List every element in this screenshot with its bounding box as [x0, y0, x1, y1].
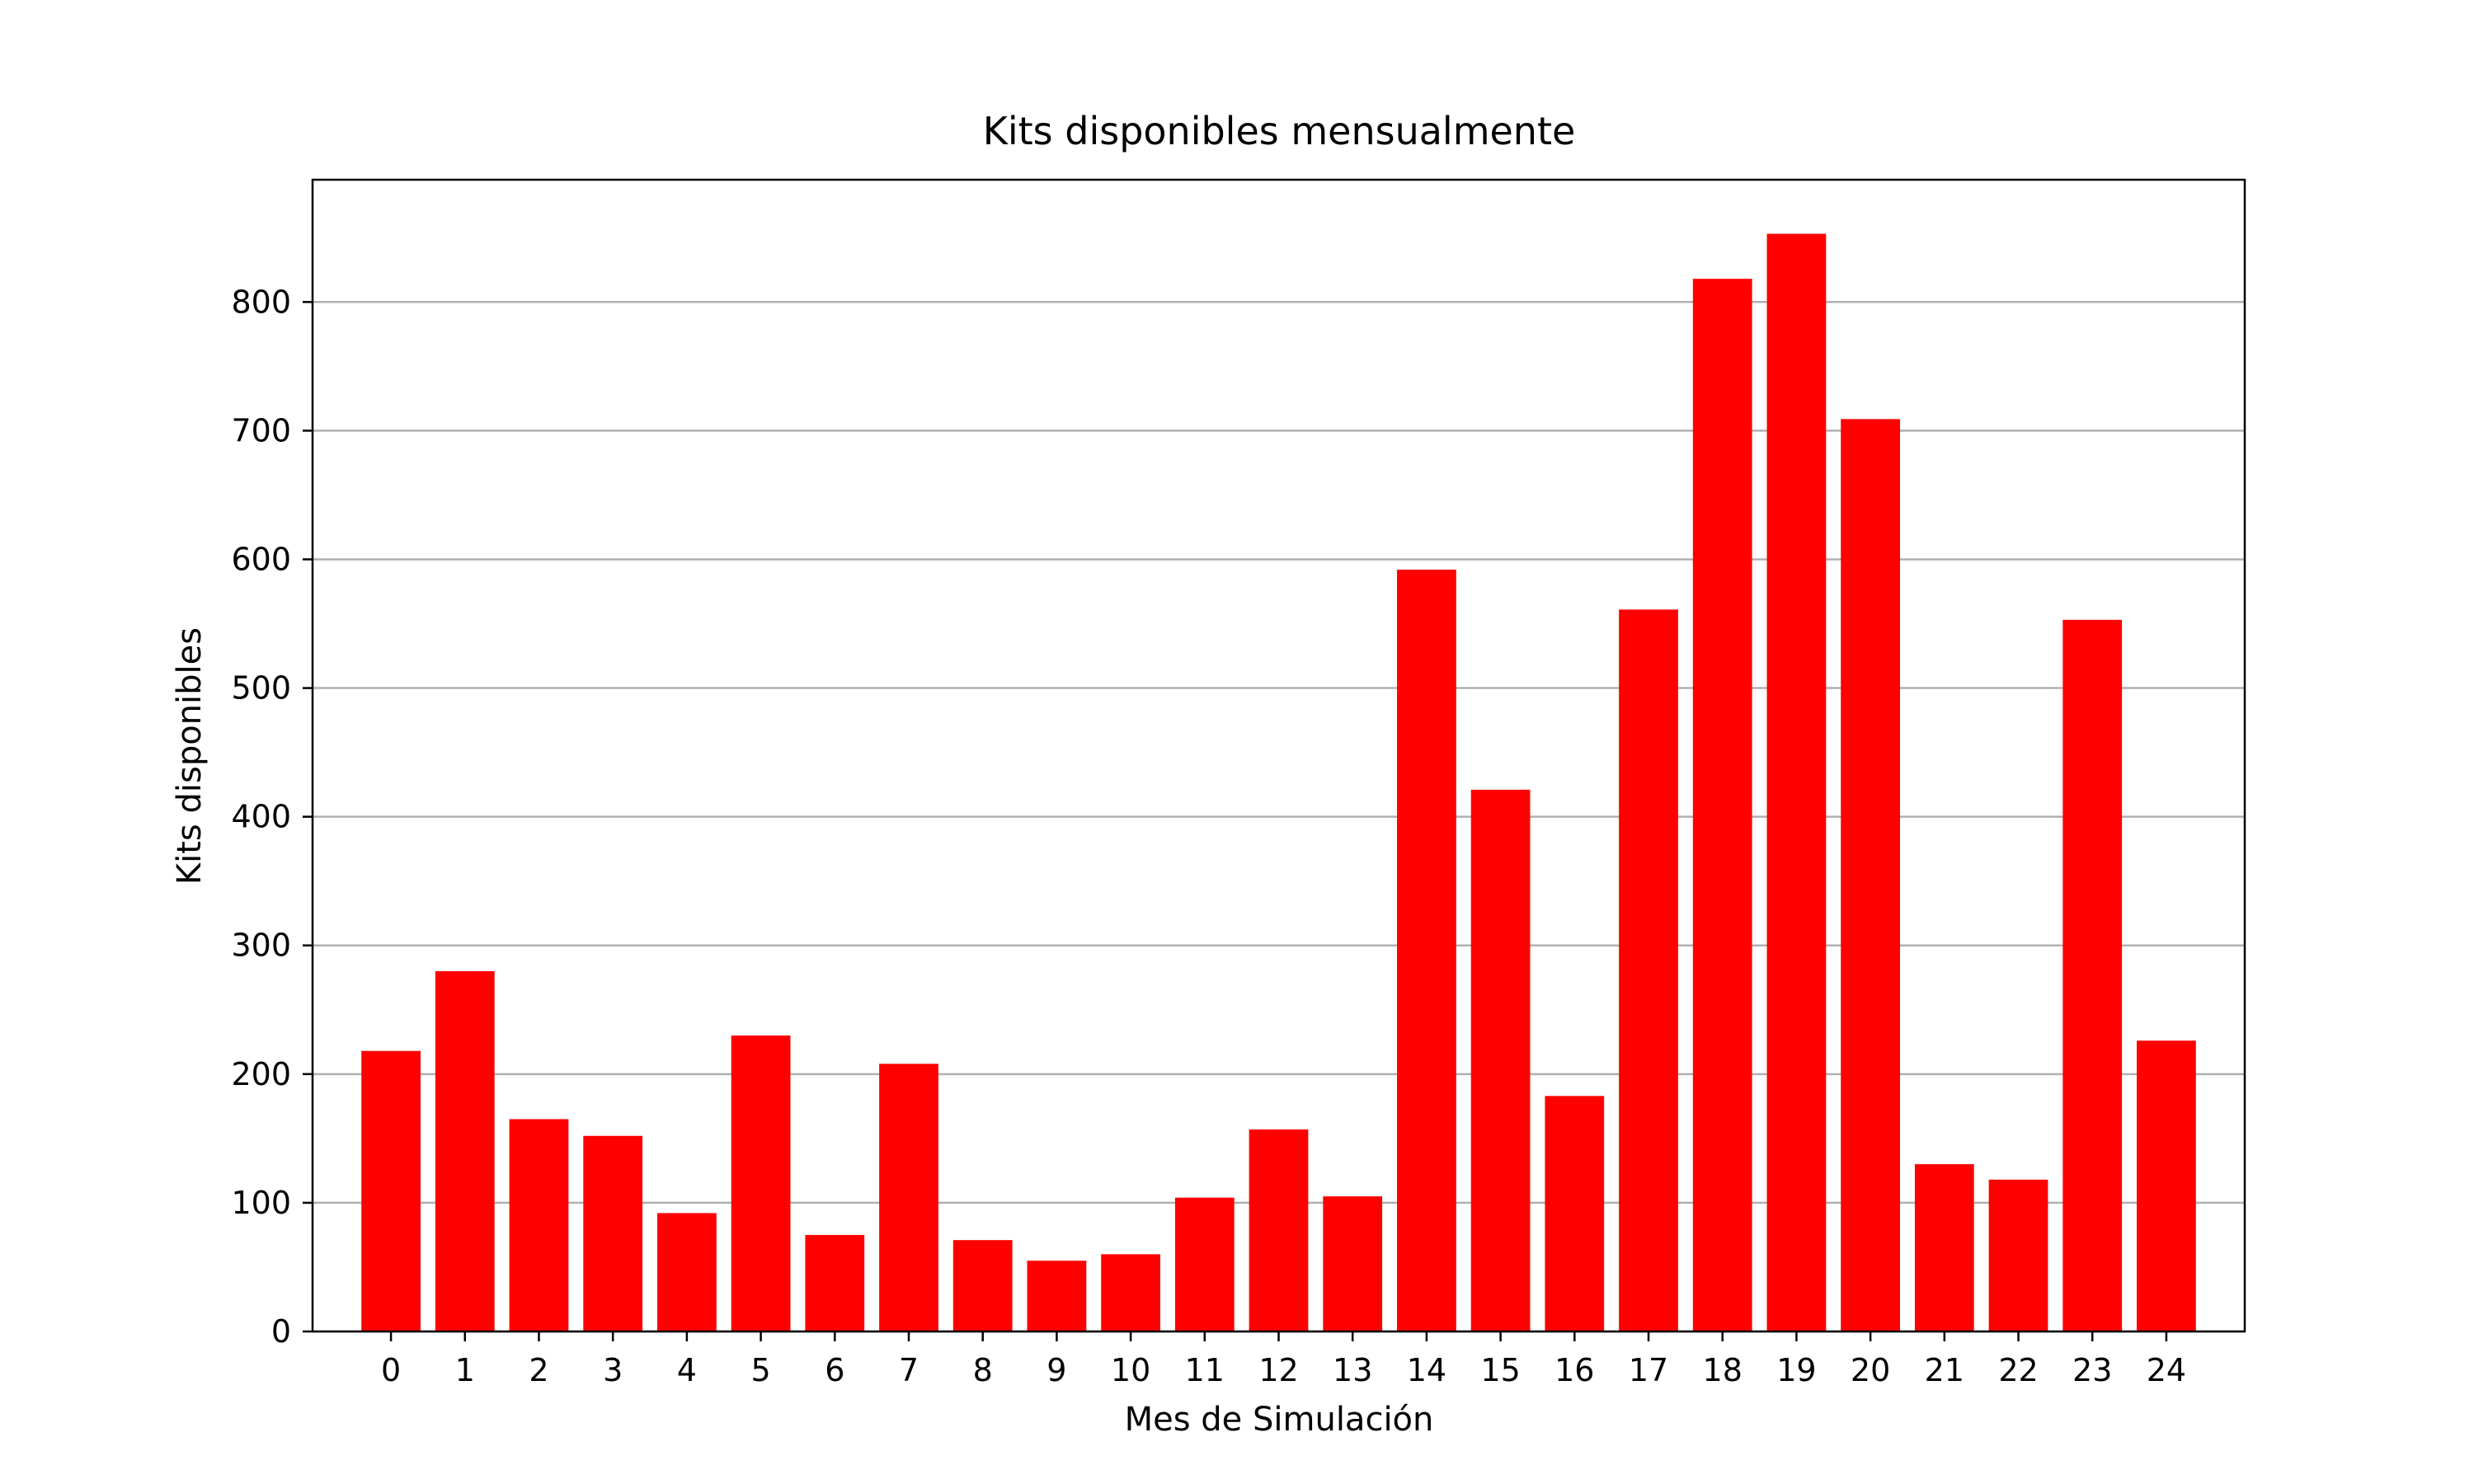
bar-9: [1027, 1261, 1087, 1331]
x-tick-label: 1: [455, 1352, 475, 1388]
bar-10: [1101, 1254, 1160, 1331]
y-tick-label: 800: [231, 284, 291, 320]
x-tick-label: 8: [973, 1352, 993, 1388]
x-tick-label: 18: [1703, 1352, 1743, 1388]
y-tick-label: 400: [231, 799, 291, 835]
x-tick-label: 16: [1554, 1352, 1594, 1388]
y-tick-label: 500: [231, 670, 291, 707]
bar-15: [1470, 789, 1531, 1331]
bars: [361, 233, 2196, 1331]
bar-20: [1841, 419, 1900, 1331]
x-tick-label: 4: [677, 1352, 697, 1388]
x-tick-label: 22: [1998, 1352, 2038, 1388]
y-axis-label: Kits disponibles: [171, 627, 209, 885]
x-tick-label: 14: [1407, 1352, 1446, 1388]
x-tick-label: 13: [1333, 1352, 1372, 1388]
bar-4: [657, 1213, 717, 1331]
x-tick-label: 0: [381, 1352, 401, 1388]
bar-19: [1766, 233, 1827, 1331]
x-tick-label: 10: [1111, 1352, 1150, 1388]
bar-16: [1545, 1096, 1605, 1331]
bar-18: [1692, 279, 1752, 1331]
bar-8: [952, 1240, 1013, 1331]
x-tick-label: 15: [1480, 1352, 1520, 1388]
y-tick-label: 100: [231, 1185, 291, 1221]
bar-23: [2062, 619, 2123, 1331]
bar-5: [731, 1035, 791, 1331]
y-tick-label: 600: [231, 541, 291, 577]
bar-0: [361, 1050, 421, 1331]
y-tick-label: 700: [231, 412, 291, 448]
x-tick-label: 3: [603, 1352, 623, 1388]
x-axis-label: Mes de Simulación: [1125, 1401, 1434, 1439]
y-axis: 0 100 200 300 400 500 600 700 800: [231, 284, 313, 1350]
x-tick-label: 19: [1776, 1352, 1816, 1388]
x-tick-label: 21: [1925, 1352, 1964, 1388]
x-tick-label: 11: [1185, 1352, 1225, 1388]
y-tick-label: 0: [271, 1313, 291, 1350]
x-tick-label: 12: [1258, 1352, 1298, 1388]
x-tick-label: 7: [899, 1352, 919, 1388]
x-tick-label: 20: [1851, 1352, 1890, 1388]
y-tick-label: 200: [231, 1056, 291, 1092]
bar-1: [435, 970, 495, 1331]
bar-22: [1988, 1179, 2048, 1331]
bar-13: [1323, 1196, 1383, 1331]
bar-12: [1249, 1129, 1309, 1331]
bar-7: [879, 1064, 938, 1331]
bar-2: [509, 1119, 569, 1331]
chart-title: Kits disponibles mensualmente: [983, 109, 1576, 153]
bar-14: [1397, 569, 1456, 1331]
x-tick-label: 9: [1047, 1352, 1066, 1388]
x-tick-label: 2: [529, 1352, 548, 1388]
y-tick-label: 300: [231, 928, 291, 964]
bar-21: [1914, 1164, 1974, 1331]
bar-3: [583, 1135, 643, 1331]
bar-17: [1619, 609, 1678, 1331]
x-tick-label: 23: [2072, 1352, 2112, 1388]
x-tick-label: 5: [750, 1352, 770, 1388]
x-tick-label: 24: [2147, 1352, 2186, 1388]
x-tick-label: 17: [1629, 1352, 1668, 1388]
bar-6: [805, 1234, 865, 1331]
bar-24: [2137, 1040, 2196, 1331]
bar-11: [1174, 1197, 1235, 1331]
x-tick-label: 6: [825, 1352, 844, 1388]
x-axis: 0 1 2 3 4 5 6 7 8 9 10 11 12 13 14 15 16 17 18 19 20 21 22 23 24: [381, 1331, 2186, 1388]
